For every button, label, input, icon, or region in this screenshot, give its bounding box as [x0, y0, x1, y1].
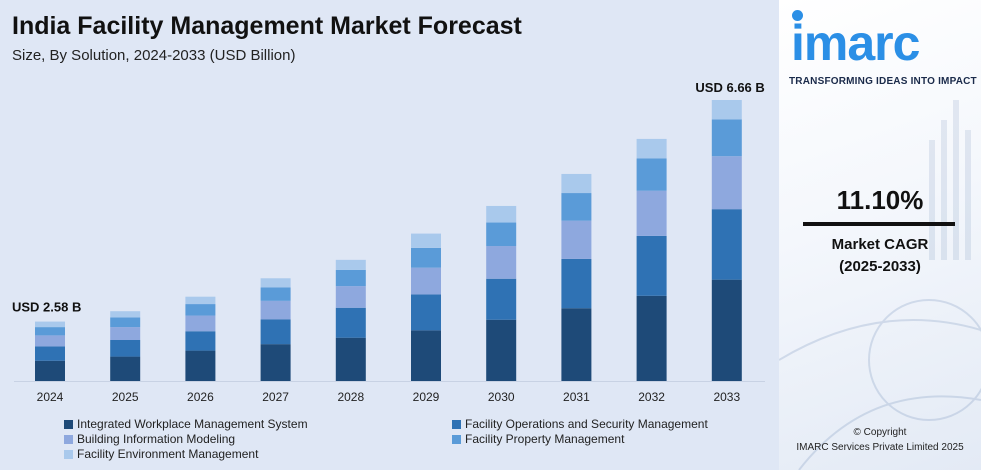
bar-segment-2028-s4 [335, 269, 366, 287]
x-tick-label: 2024 [37, 390, 64, 404]
cagr-value: 11.10% [836, 185, 924, 215]
bar-segment-2028-s3 [335, 286, 366, 308]
bar-segment-2032-s4 [636, 158, 667, 191]
bar-segment-2024-s2 [35, 346, 65, 361]
legend-label: Facility Operations and Security Managem… [465, 417, 708, 431]
bar-chart: 2024 2025 2026 2027 2028 2029 2030 2031 2032 2033… [12, 80, 765, 404]
bar-segment-2025-s2 [110, 340, 141, 357]
copyright-line-1: © Copyright [853, 427, 907, 438]
chart-title: India Facility Management Market Forecas… [12, 12, 522, 40]
legend-swatch [452, 419, 461, 429]
bar-segment-2030-s3 [486, 246, 517, 279]
x-tick-label: 2030 [488, 390, 515, 404]
bar-segment-2031-s5 [561, 173, 592, 194]
bar-segment-2033-s4 [711, 119, 742, 157]
bar-segment-2033-s5 [711, 100, 742, 120]
bar-segment-2027-s3 [260, 300, 291, 320]
bar-segment-2025-s5 [110, 311, 141, 318]
legend-swatch [452, 434, 461, 444]
bar-segment-2032-s3 [636, 190, 667, 236]
bar-segment-2026-s2 [185, 331, 216, 351]
x-tick-label: 2032 [638, 390, 665, 404]
brand-tagline: TRANSFORMING IDEAS INTO IMPACT [789, 76, 977, 87]
chart-panel: India Facility Management Market Forecas… [12, 12, 765, 467]
bar-segment-2030-s2 [486, 278, 517, 320]
x-tick-label: 2025 [112, 390, 139, 404]
bar-segment-2026-s3 [185, 315, 216, 332]
bar-segment-2027-s1 [260, 344, 291, 381]
x-tick-label: 2026 [187, 390, 214, 404]
bar-segment-2030-s5 [486, 205, 517, 223]
legend-label: Facility Environment Management [77, 447, 259, 461]
legend-item: Facility Operations and Security Managem… [452, 417, 708, 431]
x-tick-label: 2033 [713, 390, 740, 404]
bar-segment-2029-s4 [411, 247, 441, 268]
cagr-divider [803, 222, 955, 226]
bar-segment-2024-s3 [35, 335, 65, 347]
bar-segment-2026-s5 [185, 296, 216, 305]
bar-segment-2026-s4 [185, 304, 216, 316]
background-decoration [779, 100, 981, 470]
bar-segment-2033-s3 [711, 156, 742, 210]
bar-segment-2025-s3 [110, 327, 141, 341]
bar-segment-2031-s4 [561, 193, 592, 221]
bar-segment-2032-s2 [636, 235, 667, 296]
bar-segment-2025-s4 [110, 317, 141, 328]
x-tick-label: 2029 [413, 390, 440, 404]
x-tick-label: 2031 [563, 390, 590, 404]
cagr-period: (2025-2033) [839, 258, 921, 275]
bar-segment-2027-s5 [260, 278, 291, 288]
bar-segment-2033-s1 [711, 279, 742, 381]
bar-segment-2031-s3 [561, 220, 592, 259]
bar-segment-2028-s2 [335, 307, 366, 338]
bar-segment-2024-s1 [35, 360, 65, 381]
legend-label: Integrated Workplace Management System [77, 417, 308, 431]
callout-first-value: USD 2.58 B [12, 300, 81, 315]
legend-label: Building Information Modeling [77, 432, 236, 446]
bar-segment-2032-s5 [636, 138, 667, 159]
chart-legend: Integrated Workplace Management System Fa… [64, 417, 764, 467]
bar-segment-2029-s5 [411, 233, 441, 248]
bar-segment-2024-s5 [35, 321, 65, 328]
legend-swatch [64, 419, 73, 429]
bar-segment-2028-s1 [335, 337, 366, 381]
bar-segment-2029-s3 [411, 267, 441, 295]
legend-item: Facility Property Management [452, 432, 624, 446]
legend-item: Facility Environment Management [64, 447, 258, 461]
bar-segment-2031-s2 [561, 258, 592, 309]
bar-segment-2026-s1 [185, 350, 216, 381]
bar-segment-2032-s1 [636, 295, 667, 381]
bar-segment-2025-s1 [110, 356, 141, 381]
bar-segment-2029-s2 [411, 294, 441, 331]
bar-segment-2029-s1 [411, 330, 441, 381]
bar-segment-2027-s4 [260, 287, 291, 301]
bar-segment-2030-s1 [486, 319, 517, 381]
x-tick-label: 2028 [337, 390, 364, 404]
copyright-line-2: IMARC Services Private Limited 2025 [796, 442, 964, 453]
cagr-label: Market CAGR [831, 236, 929, 253]
bar-segment-2024-s4 [35, 327, 65, 336]
copyright-notice: © Copyright IMARC Services Private Limit… [779, 425, 981, 455]
callout-last-value: USD 6.66 B [695, 80, 764, 95]
legend-swatch [64, 434, 73, 444]
chart-subtitle: Size, By Solution, 2024-2033 (USD Billio… [12, 47, 296, 64]
x-tick-label: 2027 [262, 390, 289, 404]
legend-label: Facility Property Management [465, 432, 625, 446]
legend-swatch [64, 449, 73, 459]
bar-segment-2031-s1 [561, 308, 592, 381]
bar-segment-2030-s4 [486, 222, 517, 247]
legend-item: Integrated Workplace Management System [64, 417, 308, 431]
logo-dot [792, 10, 803, 21]
bar-segment-2033-s2 [711, 209, 742, 280]
imarc-logo: imarc [791, 15, 920, 71]
bar-segment-2028-s5 [335, 259, 366, 270]
brand-panel: imarc TRANSFORMING IDEAS INTO IMPACT 11.… [779, 0, 981, 470]
bar-segment-2027-s2 [260, 319, 291, 345]
legend-item: Building Information Modeling [64, 432, 235, 446]
